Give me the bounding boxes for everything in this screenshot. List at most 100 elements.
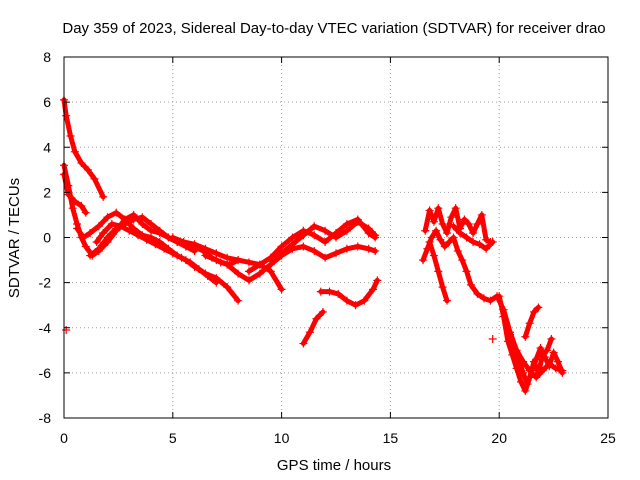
- y-tick-label: -4: [39, 320, 52, 336]
- data-point: [332, 233, 340, 242]
- data-point: [342, 244, 351, 253]
- data-point: [151, 240, 160, 249]
- data-point: [223, 260, 232, 269]
- series-line: [420, 228, 565, 380]
- data-point: [86, 228, 95, 237]
- data-point: [525, 319, 534, 328]
- data-point: [425, 206, 434, 215]
- data-point: [453, 247, 462, 256]
- data-point: [527, 366, 536, 375]
- data-point: [547, 335, 556, 344]
- data-point: [364, 224, 373, 233]
- data-point: [353, 242, 362, 251]
- data-point: [519, 368, 528, 377]
- data-point: [190, 240, 199, 249]
- y-tick-label: 8: [43, 49, 51, 65]
- data-point: [129, 215, 138, 224]
- data-point: [99, 228, 108, 237]
- data-point: [432, 226, 441, 235]
- data-point: [107, 219, 116, 228]
- data-point: [277, 242, 286, 251]
- y-tick-label: -6: [39, 365, 52, 381]
- data-point: [351, 301, 360, 310]
- x-tick-label: 5: [169, 430, 177, 446]
- data-point: [482, 244, 491, 253]
- data-point: [545, 362, 554, 371]
- data-point: [477, 210, 486, 219]
- data-point: [255, 260, 264, 269]
- data-point: [288, 233, 297, 242]
- data-point: [325, 287, 334, 296]
- data-point: [523, 380, 532, 389]
- data-point: [462, 233, 471, 242]
- data-point: [434, 267, 443, 276]
- data-point: [434, 204, 443, 213]
- data-point: [266, 267, 275, 276]
- data-point: [451, 204, 460, 213]
- data-point: [68, 204, 77, 213]
- data-point: [244, 267, 253, 276]
- y-tick-labels: -8 -6 -4 -2 0 2 4 6 8: [39, 49, 52, 426]
- data-point: [466, 280, 475, 289]
- data-point: [473, 289, 482, 298]
- data-point: [223, 283, 232, 292]
- data-point: [553, 357, 562, 366]
- x-tick-labels: 0 5 10 15 20 25: [60, 430, 616, 446]
- series-line: [300, 309, 326, 346]
- data-point: [212, 256, 221, 265]
- data-point: [521, 386, 530, 395]
- data-point: [440, 242, 449, 251]
- series-arc-6: [92, 219, 221, 287]
- series-arc-10: [266, 217, 380, 265]
- data-point: [70, 197, 79, 206]
- data-point: [177, 253, 186, 262]
- data-point: [90, 174, 99, 183]
- data-point: [334, 289, 343, 298]
- data-point: [458, 256, 467, 265]
- series-pt-2: [488, 335, 497, 344]
- data-point: [475, 240, 484, 249]
- x-tick-label: 20: [491, 430, 507, 446]
- data-point: [223, 253, 232, 262]
- data-point: [510, 344, 519, 353]
- data-point: [147, 226, 156, 235]
- series-arc-15: [425, 238, 451, 305]
- data-point: [460, 215, 469, 224]
- data-point: [540, 353, 549, 362]
- data-point: [81, 242, 90, 251]
- data-point: [436, 235, 445, 244]
- data-point: [312, 314, 321, 323]
- data-point: [212, 278, 221, 287]
- data-point: [133, 231, 142, 240]
- y-tick-label: 0: [43, 230, 51, 246]
- data-point: [321, 238, 330, 247]
- data-point: [462, 267, 471, 276]
- data-point: [368, 285, 377, 294]
- data-point: [186, 258, 195, 267]
- data-point: [299, 242, 308, 251]
- x-tick-label: 10: [274, 430, 290, 446]
- data-point: [536, 344, 545, 353]
- data-point: [442, 228, 451, 237]
- data-point: [321, 253, 330, 262]
- data-point: [234, 269, 243, 278]
- data-point: [179, 238, 188, 247]
- data-point: [506, 330, 515, 339]
- data-point: [421, 226, 430, 235]
- data-point: [244, 258, 253, 267]
- data-point: [155, 226, 164, 235]
- data-point: [94, 244, 103, 253]
- data-point: [429, 217, 438, 226]
- series-pt-1: [62, 326, 71, 335]
- y-tick-label: -2: [39, 275, 52, 291]
- data-point: [469, 228, 478, 237]
- data-point: [79, 233, 88, 242]
- data-point: [203, 271, 212, 280]
- data-point: [342, 296, 351, 305]
- x-tick-label: 15: [383, 430, 399, 446]
- data-point: [445, 238, 454, 247]
- data-point: [449, 222, 458, 231]
- data-point: [277, 285, 286, 294]
- data-point: [438, 219, 447, 228]
